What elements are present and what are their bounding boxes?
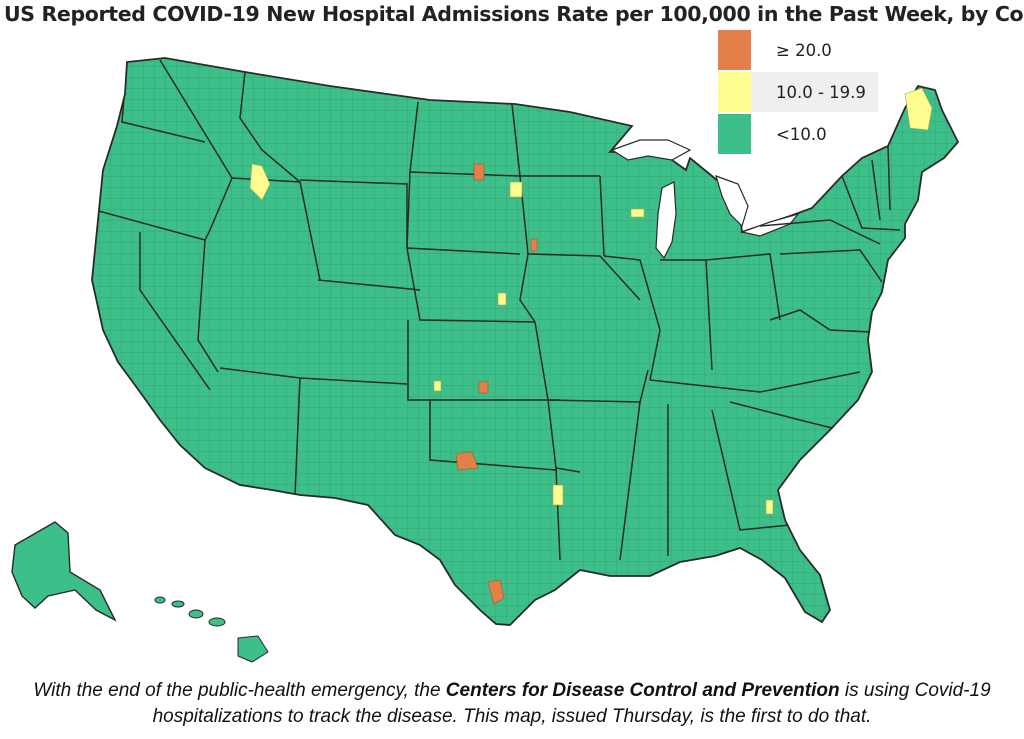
county-marker [552, 484, 564, 506]
county-marker [473, 163, 485, 181]
map-title: US Reported COVID-19 New Hospital Admiss… [4, 2, 1024, 26]
caption-text: is using Covid-19 hospitalizations to tr… [152, 680, 991, 727]
county-marker [497, 292, 507, 306]
moderate-rate-counties [249, 87, 933, 515]
legend-item-low: <10.0 [718, 114, 827, 154]
county-marker [249, 163, 271, 201]
legend-swatch [718, 72, 751, 112]
legend-label: <10.0 [776, 124, 827, 144]
high-rate-counties [455, 163, 538, 605]
county-marker [904, 87, 933, 131]
lake-superior [610, 139, 692, 161]
lake-michigan [655, 181, 677, 260]
county-marker [433, 380, 442, 392]
county-marker [478, 381, 489, 394]
legend-label: 10.0 - 19.9 [776, 82, 866, 102]
alaska [11, 521, 117, 622]
county-marker [630, 208, 645, 218]
caption-text: With the end of the public-health emerge… [33, 680, 446, 701]
caption: With the end of the public-health emerge… [0, 678, 1024, 730]
legend-swatch [718, 114, 751, 154]
caption-organization: Centers for Disease Control and Preventi… [445, 680, 840, 701]
county-marker [487, 579, 505, 605]
county-marker [455, 451, 479, 471]
legend-item-high: ≥ 20.0 [718, 30, 832, 70]
county-marker [765, 499, 774, 515]
contiguous-us-map [91, 57, 959, 626]
legend-label: ≥ 20.0 [776, 40, 832, 60]
legend-item-moderate: 10.0 - 19.9 [718, 72, 878, 112]
lake-huron [715, 175, 749, 228]
us-county-map [11, 57, 959, 663]
hawaii [154, 596, 269, 663]
county-marker [509, 181, 523, 198]
county-marker [530, 238, 538, 252]
legend-swatch [718, 30, 751, 70]
